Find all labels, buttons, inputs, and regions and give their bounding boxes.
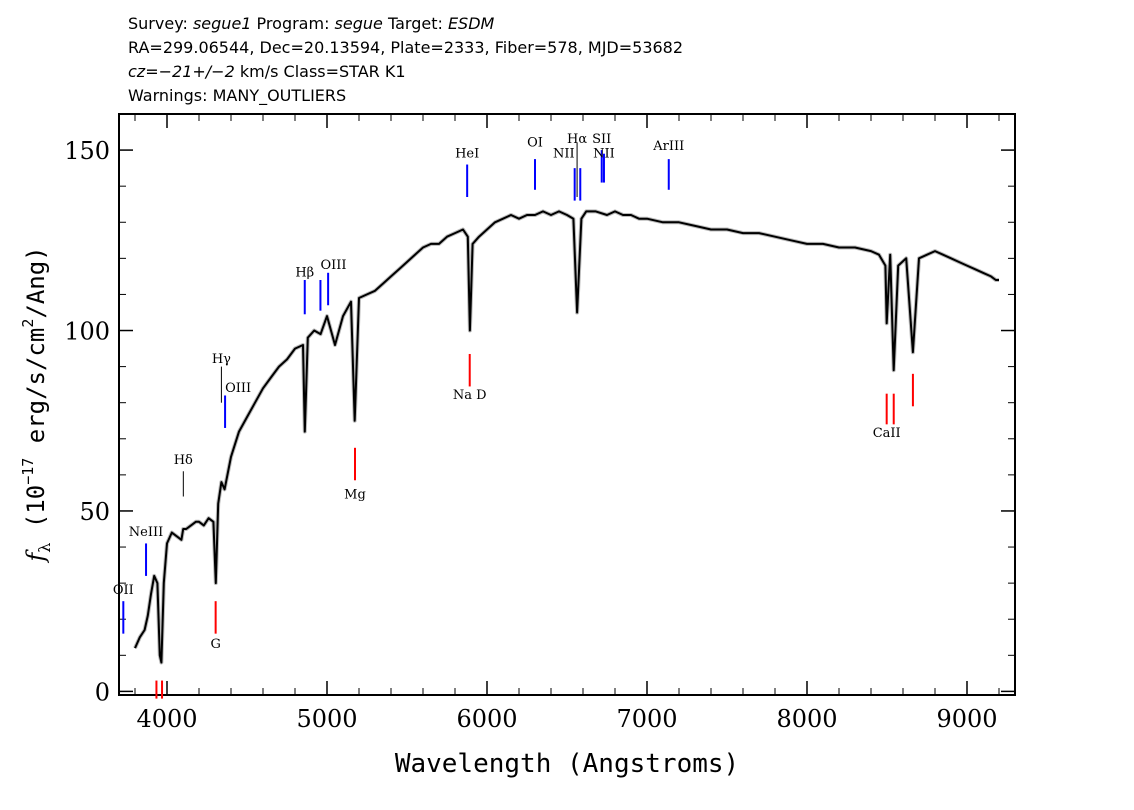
spectral-line-label: OIII (320, 258, 346, 273)
x-tick-label: 9000 (936, 705, 997, 733)
spectral-line-label: NII (569, 0, 591, 4)
x-tick-label: 6000 (456, 705, 517, 733)
spectral-line-label: G (210, 637, 220, 652)
y-tick-label: 150 (64, 137, 110, 165)
spectral-line-label: OI (527, 135, 543, 150)
header-line-warnings: Warnings: MANY_OUTLIERS (128, 86, 347, 105)
spectrum-error-band (133, 209, 999, 665)
plot-frame (118, 113, 1016, 696)
spectral-line-label: Hβ (295, 265, 314, 280)
spectral-line-label: Na D (453, 388, 487, 403)
spectral-line-label: OII (113, 583, 134, 598)
spectral-line-label: NII (553, 146, 575, 161)
spectral-line-label: Hγ (212, 352, 231, 367)
spectral-line-label: ArIII (652, 139, 684, 154)
spectral-line-label: OIII (225, 381, 251, 396)
target-value: ESDM (447, 14, 495, 33)
spectral-line-label: Mg (344, 487, 366, 502)
x-tick-label: 5000 (296, 705, 357, 733)
spectral-line-label: Hδ (174, 453, 193, 468)
spectral-line-label: SII (592, 132, 611, 147)
cz-value: −21+/−2 (158, 62, 235, 81)
y-axis-label: fλ (10−17 erg/s/cm2/Ang) (19, 246, 54, 563)
spectral-line-label: CaII (873, 426, 901, 441)
spectral-line-label: NeIII (129, 525, 163, 540)
header-line-coords: RA=299.06544, Dec=20.13594, Plate=2333, … (128, 38, 684, 57)
spectrum-series-line (134, 210, 999, 664)
header-line-redshift: cz=−21+/−2 km/s Class=STAR K1 (128, 62, 406, 81)
x-axis-label: Wavelength (Angstroms) (395, 749, 739, 779)
plot-layer (133, 209, 999, 665)
x-tick-label: 8000 (776, 705, 837, 733)
spectrum-header: Survey: segue1 Program: segue Target: ES… (128, 12, 683, 108)
y-tick-label: 0 (95, 678, 110, 706)
spectral-line-label: HeI (455, 146, 479, 161)
survey-value: segue1 (192, 14, 252, 33)
x-tick-label: 7000 (616, 705, 677, 733)
x-tick-label: 4000 (136, 705, 197, 733)
axis-ticks: 4000 5000 6000 7000 8000 9000 0 50 100 150 (64, 114, 1015, 733)
y-tick-label: 50 (79, 498, 110, 526)
line-annotations: OIINeIIIHδHγOIIIHβOIIIHeIOINIIHαNIISIINI… (113, 0, 914, 699)
spectral-line-label: Hα (567, 132, 587, 147)
y-tick-label: 100 (64, 318, 110, 346)
program-value: segue (334, 14, 383, 33)
header-line-survey: Survey: segue1 Program: segue Target: ES… (128, 14, 495, 33)
spectral-line-label: NII (593, 146, 615, 161)
